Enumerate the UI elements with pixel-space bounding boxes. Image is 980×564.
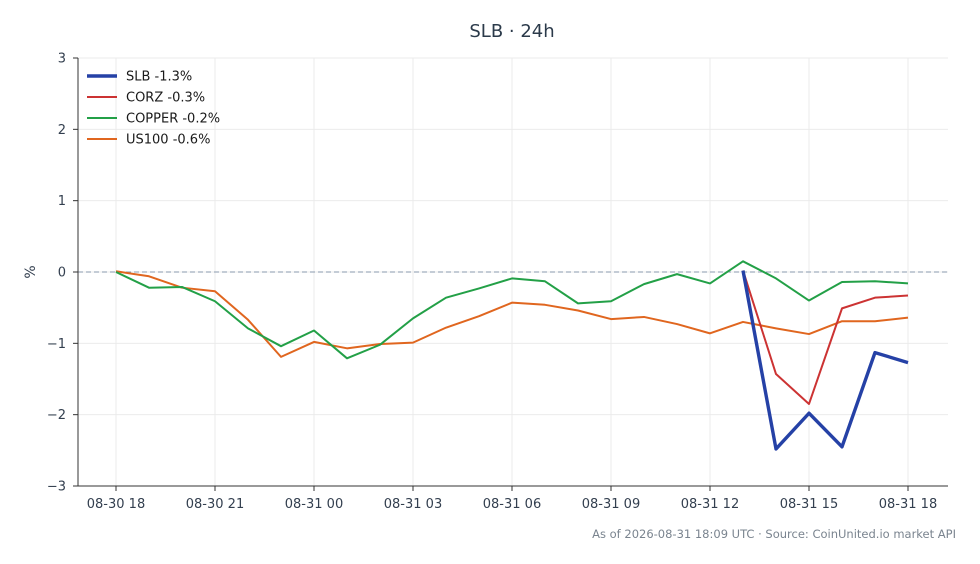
- x-tick-label: 08-31 03: [384, 497, 442, 512]
- x-tick-label: 08-31 06: [483, 497, 541, 512]
- series-line-1: [742, 270, 909, 405]
- legend-label: SLB -1.3%: [126, 70, 192, 85]
- x-tick-label: 08-31 12: [681, 497, 739, 512]
- chart-title: SLB · 24h: [469, 21, 554, 42]
- series-line-2: [115, 260, 909, 360]
- y-tick-label: 2: [58, 123, 66, 138]
- x-tick-label: 08-31 18: [879, 497, 937, 512]
- series-line-0: [741, 270, 909, 451]
- y-tick-label: 0: [58, 266, 66, 281]
- legend: SLB -1.3% CORZ -0.3% COPPER -0.2% US100 -0.…: [87, 70, 220, 148]
- y-tick-label: −2: [47, 408, 66, 423]
- y-tick-label: 1: [58, 194, 66, 209]
- x-tick-label: 08-30 21: [186, 497, 244, 512]
- x-tick-label: 08-31 15: [780, 497, 838, 512]
- legend-label: US100 -0.6%: [126, 133, 210, 148]
- y-tick-label: −1: [47, 337, 66, 352]
- y-axis-label: %: [23, 265, 39, 278]
- source-footer: As of 2026-08-31 18:09 UTC · Source: Coi…: [592, 527, 956, 541]
- series-line-3: [115, 270, 909, 358]
- x-tick-label: 08-30 18: [87, 497, 145, 512]
- x-tick-label: 08-31 09: [582, 497, 640, 512]
- y-tick-label: 3: [58, 52, 66, 67]
- axes: 3 2 1 0 −1 −2 −3 08-30 18 08-30 21 08-31 00 08-31 …: [47, 52, 948, 512]
- legend-label: CORZ -0.3%: [126, 91, 205, 106]
- grid: [78, 57, 948, 487]
- y-tick-label: −3: [47, 480, 66, 495]
- legend-label: COPPER -0.2%: [126, 112, 220, 127]
- x-tick-label: 08-31 00: [285, 497, 343, 512]
- series-lines: [115, 260, 909, 451]
